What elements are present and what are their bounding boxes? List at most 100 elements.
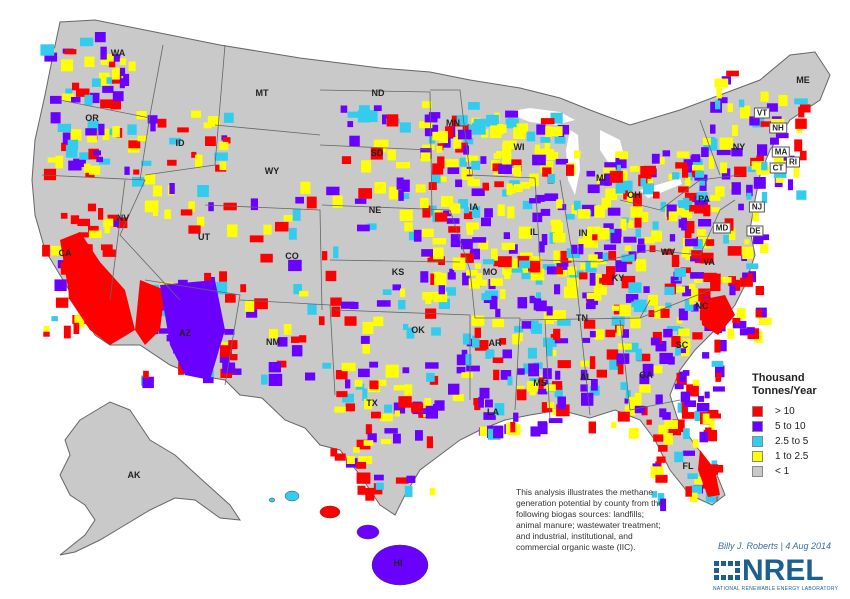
county-patch [299, 335, 307, 343]
county-patch [555, 370, 561, 380]
county-patch [589, 385, 600, 396]
county-patch [658, 424, 667, 436]
legend-swatch [752, 421, 763, 432]
county-patch [283, 215, 293, 222]
county-patch [420, 197, 429, 208]
analysis-note: This analysis illustrates the methane ge… [516, 487, 663, 552]
county-patch [720, 162, 728, 174]
county-patch [307, 304, 317, 315]
state-label-sd: SD [370, 148, 384, 158]
county-patch [222, 362, 236, 374]
county-patch [543, 337, 557, 347]
county-patch [113, 54, 121, 62]
county-patch [513, 127, 526, 139]
county-patch [546, 306, 553, 316]
state-label-la: LA [487, 407, 499, 417]
county-patch [590, 261, 598, 268]
county-patch [384, 404, 393, 413]
county-patch [497, 204, 505, 216]
county-patch [98, 123, 105, 136]
county-patch [684, 299, 694, 311]
state-label-me: ME [796, 75, 810, 85]
county-patch [624, 245, 632, 252]
county-patch [225, 293, 236, 303]
county-patch [614, 228, 622, 238]
county-patch [715, 186, 725, 197]
county-patch [753, 236, 764, 245]
lake-michigan [566, 130, 580, 195]
county-patch [368, 386, 381, 393]
county-patch [621, 254, 635, 262]
county-patch [465, 168, 472, 175]
state-label-co: CO [285, 251, 299, 261]
county-patch [749, 116, 760, 126]
county-patch [552, 232, 566, 243]
county-patch [422, 101, 432, 109]
state-label-id: ID [175, 138, 185, 148]
county-patch [475, 273, 483, 283]
county-patch [615, 260, 627, 272]
county-patch [492, 357, 504, 363]
county-patch [99, 158, 111, 165]
county-patch [717, 97, 728, 104]
county-patch [67, 139, 79, 150]
county-patch [567, 266, 577, 276]
county-patch [334, 453, 346, 461]
county-patch [796, 190, 807, 200]
county-patch [358, 456, 373, 464]
county-patch [550, 219, 562, 226]
county-patch [437, 156, 445, 169]
state-label-va: VA [703, 257, 715, 267]
county-patch [538, 241, 545, 253]
county-patch [507, 376, 513, 386]
nrel-logo: NREL NATIONAL RENEWABLE ENERGY LABORATOR… [712, 554, 842, 596]
state-label-ri: RI [786, 156, 800, 168]
county-patch [132, 177, 145, 187]
county-patch [734, 279, 741, 291]
county-patch [43, 331, 50, 337]
county-patch [479, 387, 490, 399]
hawaii-oahu [319, 505, 341, 519]
county-patch [481, 217, 491, 227]
county-patch [291, 336, 300, 343]
county-patch [306, 196, 317, 209]
county-patch [653, 191, 660, 199]
county-patch [144, 200, 159, 213]
county-patch [434, 212, 448, 222]
county-patch [373, 105, 382, 111]
county-patch [69, 129, 82, 141]
county-patch [100, 54, 114, 65]
county-patch [344, 316, 357, 326]
county-patch [546, 151, 559, 160]
county-patch [711, 207, 720, 213]
county-patch [540, 379, 548, 386]
state-label-ms: MS [533, 378, 547, 388]
county-patch [429, 487, 436, 496]
county-patch [527, 347, 537, 359]
county-patch [607, 207, 621, 216]
county-patch [507, 167, 518, 174]
county-patch [690, 272, 705, 279]
legend-item-5to10: 5 to 10 [752, 419, 842, 434]
county-patch [468, 102, 480, 110]
county-patch [102, 249, 117, 257]
county-patch [620, 382, 628, 390]
county-patch [195, 154, 203, 168]
county-patch [406, 475, 416, 483]
county-patch [326, 186, 340, 196]
county-patch [655, 341, 667, 352]
county-patch [699, 431, 708, 443]
county-patch [552, 381, 563, 390]
county-patch [529, 173, 539, 187]
county-patch [518, 226, 532, 239]
state-label-wy: WY [264, 166, 280, 176]
county-patch [761, 192, 768, 204]
county-patch [277, 337, 288, 347]
county-patch [591, 273, 603, 287]
county-patch [498, 164, 512, 174]
state-label-mo: MO [482, 267, 498, 277]
county-patch [300, 181, 311, 194]
county-patch [502, 349, 512, 359]
county-patch [84, 56, 95, 67]
county-patch [761, 161, 768, 171]
